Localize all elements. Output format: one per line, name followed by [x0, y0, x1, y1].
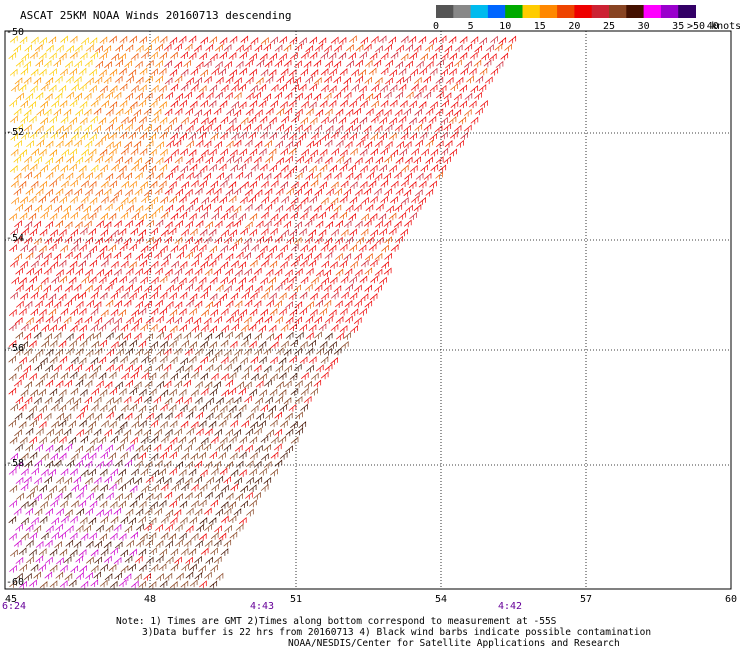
y-tick-60: -60	[6, 577, 24, 588]
colorbar-cell	[436, 5, 454, 18]
wind-speed-colorbar: 051015202530354045 >50 knots	[433, 5, 740, 32]
lat-lon-grid	[5, 31, 731, 589]
time-label-1: 6:24	[2, 601, 26, 612]
time-label-3: 4:42	[498, 601, 522, 612]
colorbar-cell	[574, 5, 593, 18]
colorbar-cell	[626, 5, 645, 18]
colorbar-cell	[539, 5, 558, 18]
wind-barb-group	[9, 35, 168, 221]
colorbar-tick: 40	[707, 21, 719, 32]
colorbar-cell	[660, 5, 679, 18]
note-line-3: NOAA/NESDIS/Center for Satellite Applica…	[288, 638, 620, 649]
note-line-2: 3)Data buffer is 22 hrs from 20160713 4)…	[142, 627, 652, 638]
colorbar-cell	[609, 5, 627, 18]
map-title: ASCAT 25KM NOAA Winds 20160713 descendin…	[20, 9, 292, 22]
x-tick-57: 57	[580, 594, 592, 605]
colorbar-tick: 35	[672, 21, 684, 32]
wind-barb-group	[8, 35, 99, 173]
wind-barb-group	[8, 443, 139, 589]
wind-barb-group	[8, 331, 342, 589]
x-tick-51: 51	[290, 594, 302, 605]
wind-barb-group	[8, 35, 504, 333]
colorbar-unit-label: >50 knots	[687, 21, 740, 32]
time-label-2: 4:43	[250, 601, 274, 612]
colorbar-tick: 25	[603, 21, 615, 32]
colorbar-tick: 30	[638, 21, 650, 32]
colorbar-tick: 0	[433, 21, 439, 32]
colorbar-tick: 20	[568, 21, 580, 32]
colorbar-cell	[522, 5, 541, 18]
note-line-1: Note: 1) Times are GMT 2)Times along bot…	[116, 616, 557, 627]
map-frame	[4, 30, 732, 590]
y-tick-50: -50	[6, 27, 24, 38]
colorbar-tick: 5	[468, 21, 474, 32]
colorbar-cell	[470, 5, 489, 18]
colorbar-cell	[487, 5, 506, 18]
colorbar-cell	[505, 5, 523, 18]
colorbar-cell	[557, 5, 575, 18]
colorbar-cell	[678, 5, 696, 18]
x-tick-60: 60	[725, 594, 737, 605]
y-tick-56: -56	[6, 343, 24, 354]
colorbar-cell	[453, 5, 472, 18]
wind-barb-group	[10, 35, 99, 173]
colorbar-cells	[436, 5, 696, 18]
colorbar-tick-labels: 051015202530354045	[433, 21, 719, 32]
x-tick-54: 54	[435, 594, 447, 605]
colorbar-tick: 10	[499, 21, 511, 32]
colorbar-tick: 15	[534, 21, 546, 32]
wind-barb-group	[8, 331, 351, 589]
x-tick-48: 48	[144, 594, 156, 605]
y-tick-54: -54	[6, 233, 24, 244]
x-tick-45: 45	[5, 594, 17, 605]
colorbar-cell	[643, 5, 662, 18]
y-tick-58: -58	[6, 458, 24, 469]
wind-barbs-layer	[8, 35, 517, 589]
wind-barb-group	[13, 35, 512, 333]
wind-barb-group	[8, 35, 517, 589]
colorbar-cell	[591, 5, 610, 18]
y-tick-52: -52	[6, 127, 24, 138]
